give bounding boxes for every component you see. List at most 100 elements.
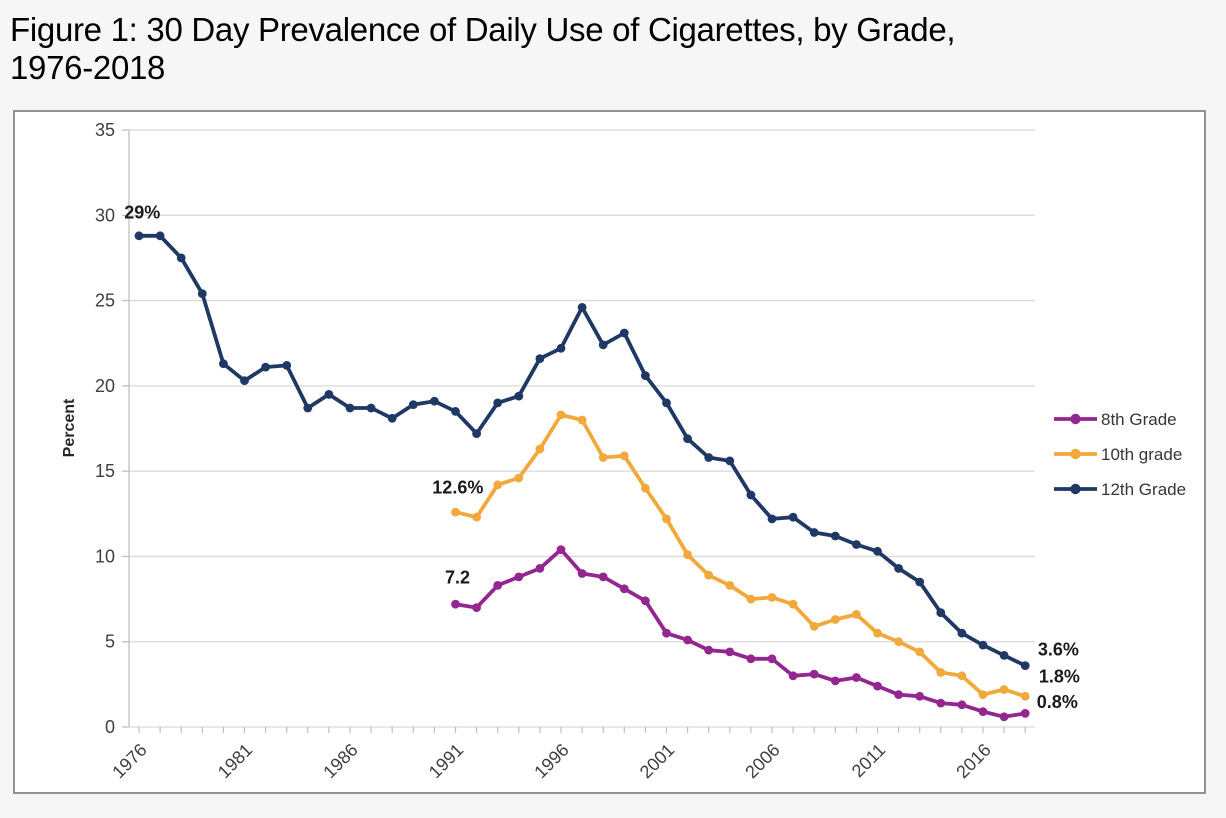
data-point: [451, 507, 460, 517]
data-point: [957, 671, 967, 681]
data-point: [830, 531, 840, 541]
data-point: [619, 328, 629, 338]
data-point: [936, 608, 946, 618]
series-12th-grade: [134, 231, 1030, 670]
data-point: [704, 453, 714, 462]
annotation-29-: 29%: [124, 203, 160, 223]
data-point: [1020, 709, 1030, 718]
data-point: [451, 407, 460, 416]
data-point: [535, 444, 545, 454]
data-point: [598, 453, 608, 462]
data-point: [472, 512, 481, 522]
data-point: [873, 628, 882, 638]
data-point: [830, 615, 840, 624]
data-point: [936, 668, 946, 677]
data-point: [662, 398, 671, 408]
data-point: [788, 599, 798, 609]
data-point: [746, 654, 756, 664]
data-point: [408, 400, 418, 409]
series-8th-grade: [451, 545, 1030, 722]
x-tick-label-1991: 1991: [425, 740, 467, 782]
series-line-10th-grade: [453, 412, 1028, 699]
annotation-1-8-: 1.8%: [1039, 667, 1080, 687]
legend-marker: [1070, 483, 1081, 495]
data-point: [1020, 661, 1030, 670]
data-point: [852, 540, 861, 549]
data-point: [999, 651, 1009, 660]
data-point: [704, 645, 714, 655]
data-point: [282, 361, 292, 370]
data-point: [978, 640, 988, 650]
data-point: [915, 647, 925, 657]
data-point: [514, 473, 524, 483]
legend-label-10th-grade: 10th grade: [1101, 445, 1182, 464]
data-point: [725, 581, 735, 590]
y-tick-label-15: 15: [95, 461, 115, 481]
data-point: [619, 451, 629, 461]
data-point: [577, 569, 587, 578]
data-point: [451, 599, 460, 609]
data-point: [535, 564, 545, 573]
data-point: [387, 413, 397, 423]
data-point: [767, 514, 777, 524]
x-tick-label-1996: 1996: [530, 740, 572, 782]
data-point: [324, 390, 334, 399]
data-point: [788, 671, 798, 681]
data-point: [134, 231, 144, 241]
data-point: [809, 669, 819, 679]
legend-marker: [1070, 448, 1081, 460]
x-tick-label-2011: 2011: [848, 740, 890, 782]
y-tick-label-20: 20: [95, 376, 115, 396]
legend-label-8th-grade: 8th Grade: [1101, 410, 1177, 429]
data-point: [852, 610, 861, 619]
data-point: [493, 581, 503, 590]
data-point: [577, 415, 587, 425]
data-point: [493, 480, 503, 490]
data-point: [345, 403, 355, 413]
data-point: [577, 303, 587, 312]
data-point: [999, 685, 1009, 694]
legend-item-10th-grade: 10th grade: [1054, 445, 1182, 464]
annotation-7-2: 7.2: [445, 568, 470, 588]
annotation-12-6-: 12.6%: [432, 477, 483, 497]
data-point: [493, 398, 503, 408]
x-tick-label-2006: 2006: [741, 740, 783, 782]
y-tick-label-0: 0: [105, 717, 115, 737]
data-point: [999, 712, 1009, 722]
annotation-3-6-: 3.6%: [1038, 639, 1079, 659]
figure-title: Figure 1: 30 Day Prevalence of Daily Use…: [10, 11, 956, 87]
data-point: [894, 564, 903, 573]
data-point: [197, 289, 207, 299]
data-point: [873, 681, 882, 691]
data-point: [978, 690, 988, 699]
data-point: [978, 707, 988, 716]
legend-marker: [1070, 413, 1081, 425]
data-point: [683, 434, 692, 444]
y-axis-title: Percent: [61, 398, 78, 457]
data-point: [556, 410, 566, 420]
figure-title-line-1: Figure 1: 30 Day Prevalence of Daily Use…: [10, 11, 956, 48]
y-tick-label-30: 30: [95, 205, 115, 225]
data-point: [535, 354, 545, 363]
data-point: [619, 584, 629, 594]
data-point: [430, 396, 439, 406]
data-point: [240, 376, 249, 386]
data-point: [598, 340, 608, 350]
data-point: [936, 698, 946, 708]
data-point: [472, 603, 481, 612]
series-line-8th-grade: [453, 547, 1028, 719]
prevalence-line-chart: 0 5 10 15 20 25 30 35 1976 1981 1986 1991 1996 2001 20…: [61, 120, 1186, 782]
data-point: [261, 362, 270, 372]
data-point: [767, 654, 777, 664]
data-point: [641, 483, 650, 493]
x-tick-label-1981: 1981: [214, 740, 256, 782]
series-10th-grade: [451, 410, 1030, 701]
figure-title-line-2: 1976-2018: [10, 49, 166, 86]
data-point: [852, 673, 861, 682]
data-point: [598, 572, 608, 582]
data-point: [725, 456, 735, 466]
data-point: [556, 343, 566, 353]
data-point: [683, 635, 692, 645]
data-point: [514, 391, 524, 401]
data-point: [219, 359, 228, 369]
